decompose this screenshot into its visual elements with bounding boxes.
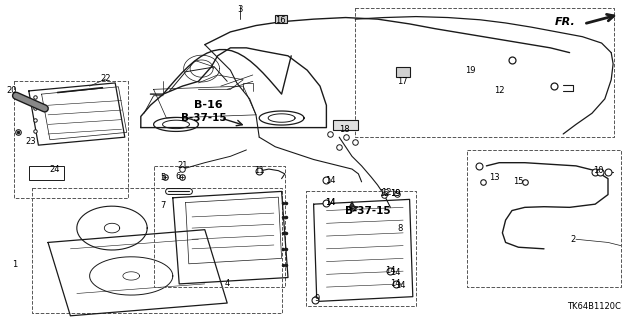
Text: 20: 20 [6, 86, 17, 95]
Text: 6: 6 [175, 172, 180, 181]
Text: 19: 19 [390, 189, 401, 198]
Text: 3: 3 [237, 5, 243, 14]
Text: 1: 1 [12, 260, 17, 269]
Text: 7: 7 [161, 201, 166, 210]
Text: 19: 19 [465, 66, 476, 75]
Text: 12: 12 [381, 189, 391, 197]
Text: 22: 22 [100, 74, 111, 83]
Text: 14: 14 [385, 266, 396, 275]
Text: 14: 14 [390, 279, 401, 288]
Text: 4: 4 [225, 279, 230, 288]
Text: 8: 8 [397, 224, 403, 233]
Text: B-16: B-16 [194, 100, 222, 110]
Text: 24: 24 [49, 165, 60, 174]
Text: 19: 19 [390, 189, 400, 198]
Text: 13: 13 [490, 173, 500, 182]
Text: 14: 14 [325, 198, 335, 207]
Text: 16: 16 [275, 16, 285, 25]
Text: 9: 9 [314, 294, 319, 303]
Text: B-37-15: B-37-15 [344, 205, 390, 216]
FancyBboxPatch shape [29, 166, 64, 180]
Text: 2: 2 [570, 235, 575, 244]
Text: 14: 14 [325, 176, 335, 185]
FancyBboxPatch shape [333, 120, 358, 130]
Text: 18: 18 [339, 125, 349, 134]
Text: 21: 21 [177, 161, 188, 170]
Text: TK64B1120C: TK64B1120C [567, 302, 621, 311]
Text: FR.: FR. [556, 17, 576, 27]
FancyBboxPatch shape [396, 67, 410, 77]
Text: 17: 17 [397, 77, 407, 86]
Text: 11: 11 [254, 166, 264, 175]
Text: 12: 12 [379, 189, 389, 198]
Text: 14: 14 [395, 281, 405, 290]
Text: 15: 15 [513, 177, 524, 186]
Text: 12: 12 [494, 86, 504, 95]
Text: 5: 5 [161, 173, 166, 182]
Text: 14: 14 [390, 268, 401, 277]
Text: 10: 10 [593, 166, 604, 175]
Text: 14: 14 [325, 198, 335, 207]
Text: 23: 23 [26, 137, 36, 146]
FancyBboxPatch shape [275, 15, 287, 23]
Text: B-37-15: B-37-15 [180, 113, 227, 123]
